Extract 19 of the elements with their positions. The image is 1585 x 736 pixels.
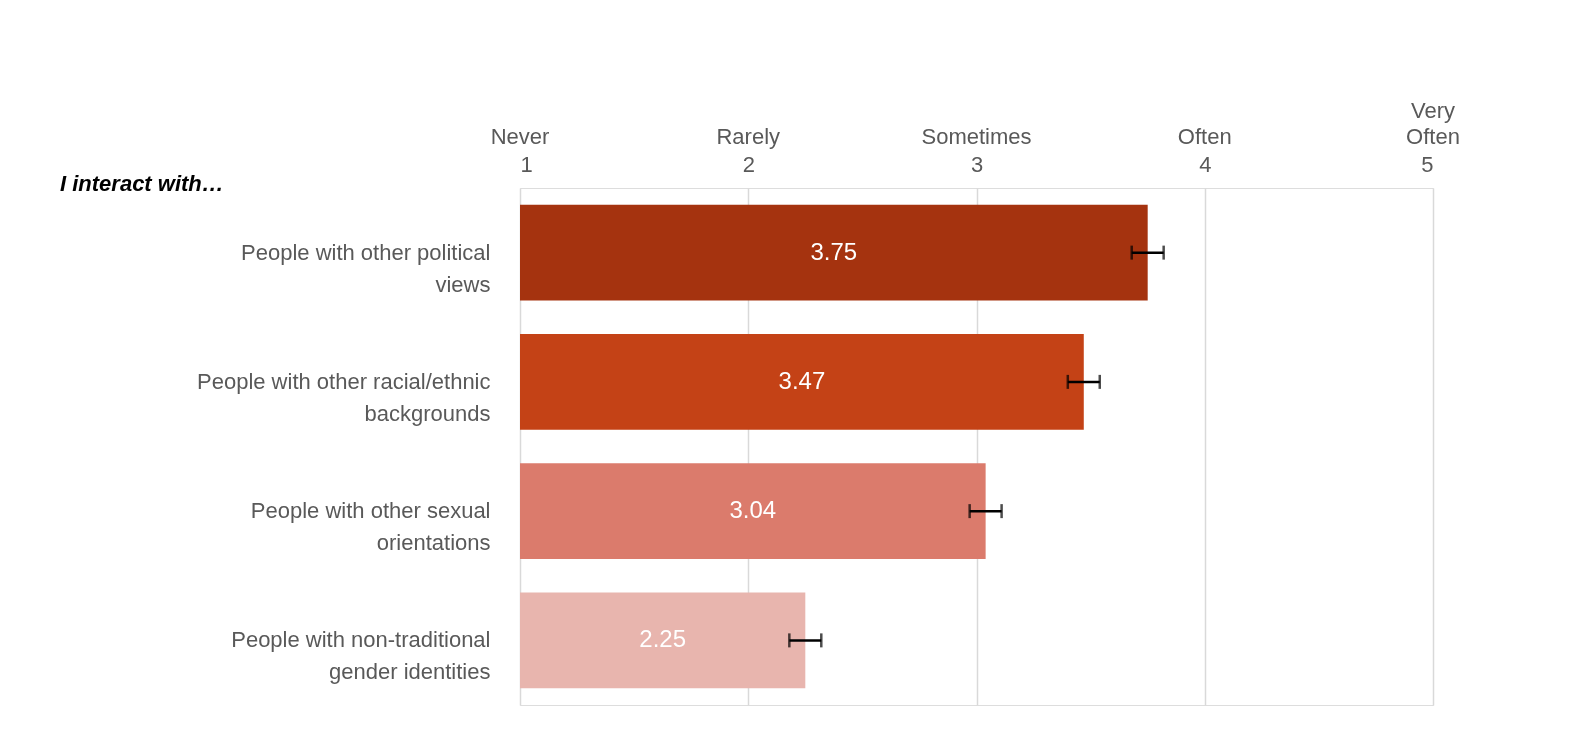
y-tick-label: People with other sexual orientations bbox=[250, 498, 491, 556]
text: Rarely bbox=[716, 124, 781, 149]
x-tick-label: 1 bbox=[520, 151, 533, 177]
data-label: 3.04 bbox=[729, 496, 777, 524]
text: Very Often bbox=[1406, 98, 1460, 149]
y-tick-label: People with other racial/ethnic backgrounds bbox=[197, 368, 491, 426]
text: Sometimes bbox=[921, 124, 1032, 149]
x-tick-label: 3 bbox=[970, 151, 984, 177]
data-label: 3.47 bbox=[778, 366, 826, 394]
text: I interact with… bbox=[60, 171, 224, 196]
y-tick-label: People with other political views bbox=[241, 239, 491, 297]
text: Often bbox=[1177, 124, 1232, 149]
y-tick-label: People with non-traditional gender identities bbox=[231, 627, 491, 685]
x-tick-label: 2 bbox=[742, 151, 755, 177]
x-tick-label: 5 bbox=[1421, 151, 1434, 177]
x-tick-label: 4 bbox=[1199, 151, 1212, 177]
text: Never bbox=[490, 124, 550, 149]
data-label: 2.25 bbox=[639, 625, 687, 653]
data-label: 3.75 bbox=[810, 237, 858, 265]
